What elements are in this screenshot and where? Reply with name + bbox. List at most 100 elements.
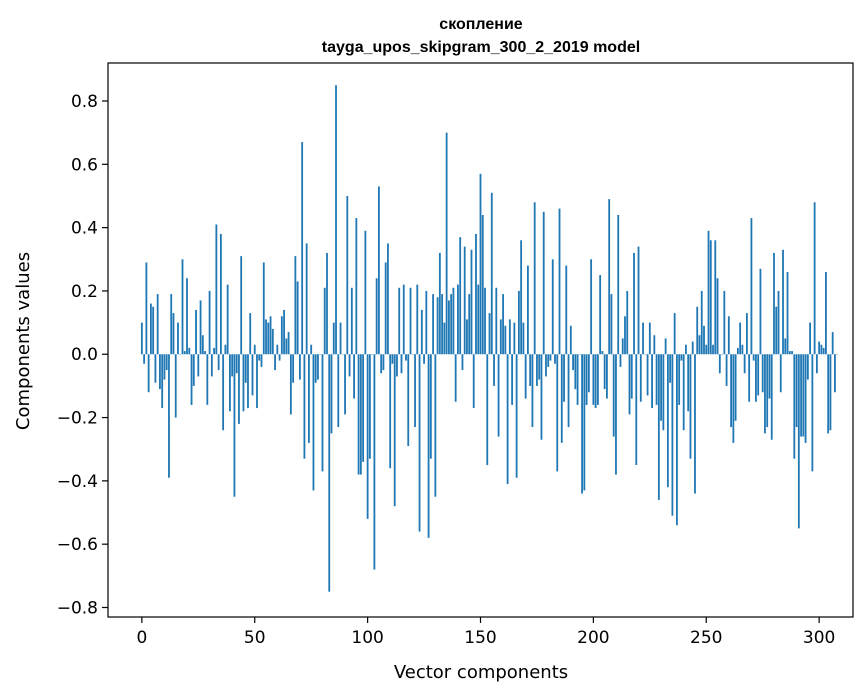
bar-99 xyxy=(364,230,367,355)
bar-35 xyxy=(219,233,222,355)
bar-114 xyxy=(398,287,401,355)
bar-178 xyxy=(542,211,545,355)
bar-240 xyxy=(682,354,685,431)
bar-296 xyxy=(809,322,812,355)
bar-0 xyxy=(140,322,143,355)
bar-24 xyxy=(195,309,197,355)
bar-269 xyxy=(748,354,751,402)
bar-167 xyxy=(517,290,520,355)
bar-307 xyxy=(834,354,836,393)
bar-208 xyxy=(610,294,613,355)
bar-241 xyxy=(685,344,687,355)
bar-128 xyxy=(429,354,432,459)
bar-299 xyxy=(815,354,818,374)
bar-222 xyxy=(642,322,644,355)
bar-165 xyxy=(513,322,516,355)
bar-23 xyxy=(192,354,195,386)
bar-113 xyxy=(396,354,398,377)
bar-174 xyxy=(533,202,536,355)
bar-31 xyxy=(210,354,213,377)
bar-290 xyxy=(795,354,798,428)
bar-229 xyxy=(657,354,660,500)
bar-236 xyxy=(673,313,676,355)
x-tick-label: 250 xyxy=(690,628,722,648)
bar-59 xyxy=(274,354,276,371)
bar-306 xyxy=(831,332,834,355)
bar-110 xyxy=(389,354,392,469)
bar-74 xyxy=(308,354,310,443)
x-tick-label: 300 xyxy=(803,628,835,648)
bar-118 xyxy=(407,354,410,447)
bar-86 xyxy=(335,85,337,355)
bar-112 xyxy=(393,354,396,507)
bar-255 xyxy=(716,278,719,355)
bar-8 xyxy=(159,354,161,390)
bar-136 xyxy=(447,300,450,355)
y-tick-label: 0.6 xyxy=(71,155,98,175)
bar-7 xyxy=(156,294,159,355)
bar-94 xyxy=(353,354,355,399)
bar-176 xyxy=(538,354,541,380)
bar-12 xyxy=(168,354,170,478)
bar-93 xyxy=(350,287,353,355)
bar-305 xyxy=(829,354,832,431)
y-tick-label: 0.8 xyxy=(71,92,98,112)
chart-title-line-2: tayga_upos_skipgram_300_2_2019 model xyxy=(322,39,640,56)
bar-287 xyxy=(788,351,791,355)
bar-25 xyxy=(197,354,200,377)
bar-150 xyxy=(479,173,482,355)
bar-261 xyxy=(730,354,732,428)
bar-127 xyxy=(427,354,430,538)
bar-169 xyxy=(522,322,525,355)
bar-53 xyxy=(260,354,263,367)
bar-30 xyxy=(208,290,211,355)
bar-106 xyxy=(380,354,383,374)
bar-188 xyxy=(565,265,568,355)
bar-187 xyxy=(563,354,565,402)
bar-268 xyxy=(745,313,748,355)
bar-144 xyxy=(466,319,468,355)
bar-275 xyxy=(761,354,764,393)
bar-124 xyxy=(420,309,423,355)
bar-100 xyxy=(366,354,369,519)
bar-288 xyxy=(791,351,793,355)
bar-254 xyxy=(714,240,717,355)
bar-51 xyxy=(256,354,258,409)
bar-139 xyxy=(454,354,457,402)
bar-245 xyxy=(694,354,696,494)
bar-264 xyxy=(736,347,739,355)
bar-36 xyxy=(222,354,225,431)
bar-219 xyxy=(635,354,638,466)
bar-235 xyxy=(671,354,674,516)
bar-256 xyxy=(718,354,721,374)
bar-33 xyxy=(215,224,218,355)
bar-65 xyxy=(287,332,290,355)
bar-292 xyxy=(800,354,802,437)
bar-83 xyxy=(328,354,331,592)
bar-28 xyxy=(204,351,206,355)
bar-279 xyxy=(770,354,773,440)
bar-162 xyxy=(506,354,509,485)
bar-272 xyxy=(755,354,757,402)
bar-20 xyxy=(186,278,188,355)
bar-105 xyxy=(378,186,380,355)
bar-156 xyxy=(493,354,495,386)
bar-107 xyxy=(382,354,385,371)
bar-97 xyxy=(359,354,362,475)
bar-201 xyxy=(594,354,597,409)
bar-202 xyxy=(596,354,599,405)
bar-145 xyxy=(468,294,471,355)
bar-3 xyxy=(147,354,150,393)
plot-area-frame xyxy=(107,62,854,618)
bar-54 xyxy=(262,262,265,355)
bar-13 xyxy=(170,294,173,355)
bar-298 xyxy=(813,202,816,355)
bar-204 xyxy=(601,351,604,355)
bar-239 xyxy=(680,354,683,361)
bar-212 xyxy=(619,354,622,367)
bar-18 xyxy=(181,259,184,355)
bar-135 xyxy=(445,132,448,355)
bar-283 xyxy=(779,354,782,393)
bar-280 xyxy=(773,252,775,355)
